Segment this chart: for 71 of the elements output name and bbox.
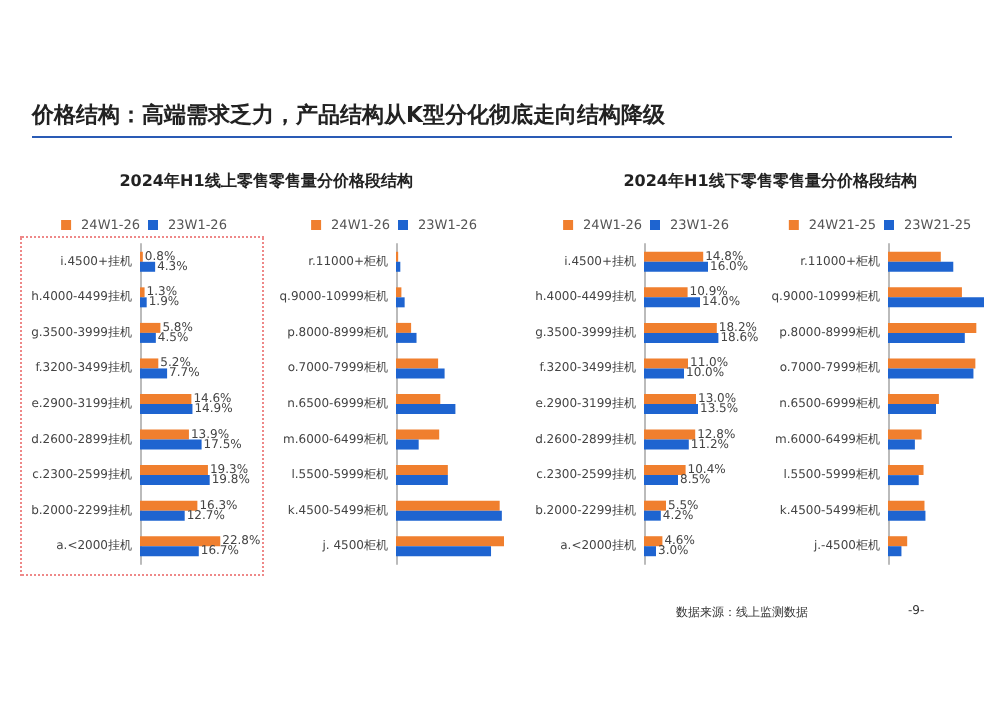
- bar: [644, 251, 704, 262]
- bar: [644, 510, 661, 521]
- bar: [888, 546, 902, 557]
- bar: [888, 429, 922, 440]
- bar: [644, 394, 696, 404]
- bar: [140, 322, 161, 333]
- bar: [644, 261, 708, 272]
- bar: [140, 404, 193, 414]
- bar: [644, 358, 688, 369]
- bar: [644, 322, 717, 333]
- text: 2024年H1线下零售零售量分价格段结构: [621, 170, 919, 192]
- bar: [888, 287, 962, 298]
- bar: [140, 500, 198, 511]
- bar: [644, 404, 698, 414]
- bar: [888, 510, 926, 521]
- bar: [644, 368, 684, 379]
- bar: [140, 475, 210, 486]
- bar: [644, 546, 656, 557]
- bar: [888, 394, 939, 404]
- bar: [140, 394, 192, 404]
- bar: [396, 287, 402, 298]
- bar: [396, 510, 502, 521]
- bar: [396, 429, 440, 440]
- text: 2024年H1线上零售零售量分价格段结构: [117, 170, 415, 192]
- bar: [396, 297, 405, 308]
- bar: [396, 394, 441, 404]
- bar: [140, 297, 147, 308]
- bar: [644, 287, 688, 298]
- bar: [140, 546, 199, 557]
- bar: [140, 536, 221, 547]
- bar: [140, 332, 156, 343]
- bar: [888, 439, 915, 450]
- bar: [140, 510, 185, 521]
- bar: [140, 358, 159, 369]
- bar: [888, 475, 919, 486]
- bar: [396, 322, 412, 333]
- bar: [396, 404, 456, 414]
- bar: [644, 429, 696, 440]
- bar: [396, 546, 492, 557]
- bar: [888, 261, 954, 272]
- bar: [644, 500, 666, 511]
- text: 价格结构：高端需求乏力，产品结构从K型分化彻底走向结构降级: [32, 100, 666, 130]
- bar: [888, 536, 908, 547]
- bar: [140, 439, 202, 450]
- bar: [396, 536, 504, 547]
- bar: [396, 439, 419, 450]
- bar: [644, 465, 686, 476]
- bar: [396, 500, 500, 511]
- bar: [888, 368, 974, 379]
- bar: [396, 358, 439, 369]
- bar: [644, 439, 689, 450]
- bar: [644, 536, 663, 547]
- bar: [396, 465, 448, 476]
- bar: [396, 475, 448, 486]
- bar: [888, 322, 977, 333]
- bar: [140, 429, 189, 440]
- bar: [644, 475, 678, 486]
- bar: [396, 332, 417, 343]
- bar: [140, 261, 156, 272]
- bar: [888, 251, 941, 262]
- bar: [396, 368, 445, 379]
- bar: [888, 332, 965, 343]
- bar: [888, 297, 984, 308]
- bar: [888, 358, 976, 369]
- bar: [140, 368, 168, 379]
- bar: [644, 297, 700, 308]
- bar: [888, 404, 936, 414]
- bar: [140, 465, 208, 476]
- bar: [644, 332, 719, 343]
- bar: [888, 500, 925, 511]
- bar: [888, 465, 924, 476]
